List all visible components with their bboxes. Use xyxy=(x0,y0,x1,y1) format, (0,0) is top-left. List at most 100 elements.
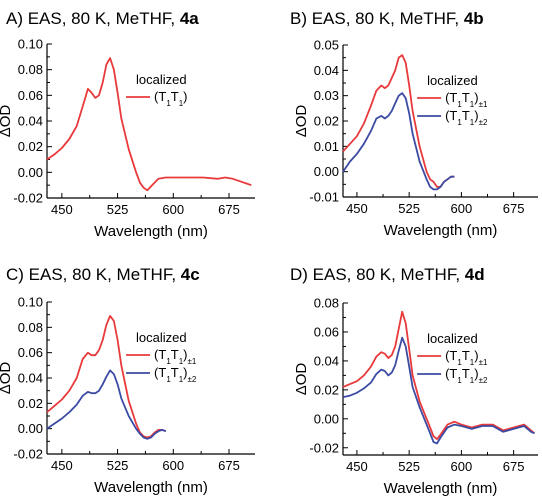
legend-entry-2: (T1T1)±2 xyxy=(445,366,488,385)
legend-title: localized xyxy=(136,72,187,87)
chart-panel-1: A) EAS, 80 K, MeTHF, 4a -0.02 0.00 0.02 0.04… xyxy=(0,9,255,240)
y-tick-label: -0.02 xyxy=(13,191,43,206)
y-tick-label: 0.06 xyxy=(314,324,339,339)
y-tick-label: 0.03 xyxy=(314,88,339,103)
legend-entry-1: (T1T1) xyxy=(154,89,187,108)
chart-title-compound: 4a xyxy=(180,9,199,28)
chart-title-text: A) EAS, 80 K, MeTHF, xyxy=(6,9,180,28)
y-tick-label: 0.01 xyxy=(314,139,339,154)
legend-label-part: 1 xyxy=(470,118,475,127)
chart-panel-3: C) EAS, 80 K, MeTHF, 4c -0.02 0.00 0.02 0.04… xyxy=(0,265,255,496)
x-tick-label: 675 xyxy=(503,459,525,474)
legend-label-part: 1 xyxy=(179,357,184,366)
chart-panel-2: B) EAS, 80 K, MeTHF, 4b -0.01 0.00 0.01 0.02… xyxy=(290,9,538,239)
x-tick-label: 450 xyxy=(346,201,368,216)
legend-label-part: T xyxy=(462,348,470,363)
legend-label-part: ±2 xyxy=(479,118,488,127)
chart-title-text: C) EAS, 80 K, MeTHF, xyxy=(6,265,181,284)
y-tick-label: 0.00 xyxy=(314,411,339,426)
y-tick-label: 0.02 xyxy=(18,139,43,154)
y-tick-label: 0.08 xyxy=(18,320,43,335)
legend-entry-1: (T1T1)±1 xyxy=(154,347,197,366)
y-tick-label: 0.08 xyxy=(18,62,43,77)
legend-label-part: ) xyxy=(183,365,187,380)
series-line-1 xyxy=(46,57,252,192)
x-tick-label: 675 xyxy=(503,201,525,216)
legend-label-part: (T xyxy=(154,347,166,362)
legend-label-part: ±1 xyxy=(479,358,488,367)
series-line-1 xyxy=(342,310,536,440)
chart-title: A) EAS, 80 K, MeTHF, 4a xyxy=(6,9,199,28)
legend-entry-2: (T1T1)±2 xyxy=(154,365,197,384)
legend-title: localized xyxy=(136,330,187,345)
legend-label-part: 1 xyxy=(457,118,462,127)
series-line-2 xyxy=(342,92,455,191)
legend-label-part: ) xyxy=(183,89,187,104)
x-tick-label: 600 xyxy=(451,459,473,474)
legend-label-part: 1 xyxy=(457,100,462,109)
x-axis-label: Wavelength (nm) xyxy=(94,479,208,496)
legend-label-part: T xyxy=(462,366,470,381)
legend-label-part: ±1 xyxy=(188,357,197,366)
legend-label-part: T xyxy=(462,108,470,123)
y-axis-label: ΔOD xyxy=(293,105,310,138)
y-tick-label: 0.06 xyxy=(18,88,43,103)
y-tick-label: 0.08 xyxy=(314,296,339,311)
x-axis-label: Wavelength (nm) xyxy=(384,480,498,497)
legend-label-part: T xyxy=(171,89,179,104)
legend-label-part: 1 xyxy=(166,99,171,108)
y-tick-label: 0.02 xyxy=(314,382,339,397)
legend-label-part: (T xyxy=(154,89,166,104)
legend-label-part: 1 xyxy=(457,376,462,385)
y-tick-label: 0.00 xyxy=(18,165,43,180)
legend-label-part: 1 xyxy=(166,375,171,384)
legend-label-part: ) xyxy=(474,366,478,381)
legend-label-part: (T xyxy=(445,90,457,105)
y-tick-label: 0.00 xyxy=(18,421,43,436)
legend-entry-2: (T1T1)±2 xyxy=(445,108,488,127)
x-tick-label: 600 xyxy=(451,201,473,216)
legend-entry-1: (T1T1)±1 xyxy=(445,90,488,109)
y-tick-label: 0.05 xyxy=(314,38,339,53)
legend-label-part: T xyxy=(171,347,179,362)
legend-label-part: ±2 xyxy=(188,375,197,384)
chart-panel-4: D) EAS, 80 K, MeTHF, 4d -0.02 0.00 0.02 0.04… xyxy=(290,265,538,497)
legend-label-part: ±1 xyxy=(479,100,488,109)
x-axis-label: Wavelength (nm) xyxy=(384,222,498,239)
y-axis-label: ΔOD xyxy=(0,362,14,395)
legend-label-part: T xyxy=(462,90,470,105)
y-axis-label: ΔOD xyxy=(293,363,310,396)
x-tick-label: 450 xyxy=(51,202,73,217)
legend-entry-1: (T1T1)±1 xyxy=(445,348,488,367)
x-tick-label: 450 xyxy=(346,459,368,474)
legend-label-part: 1 xyxy=(179,375,184,384)
x-tick-label: 525 xyxy=(107,202,129,217)
legend-label-part: ±2 xyxy=(479,376,488,385)
y-tick-label: -0.01 xyxy=(309,190,339,205)
y-tick-label: 0.04 xyxy=(18,371,43,386)
legend-label-part: (T xyxy=(154,365,166,380)
x-tick-label: 600 xyxy=(162,202,184,217)
chart-title: D) EAS, 80 K, MeTHF, 4d xyxy=(290,265,485,284)
y-tick-label: 0.02 xyxy=(18,396,43,411)
legend-title: localized xyxy=(427,73,478,88)
x-tick-label: 675 xyxy=(218,458,240,473)
legend-label-part: 1 xyxy=(179,99,184,108)
chart-title-compound: 4d xyxy=(465,265,485,284)
legend-label-part: ) xyxy=(474,90,478,105)
legend-label-part: (T xyxy=(445,366,457,381)
y-tick-label: 0.10 xyxy=(18,295,43,310)
x-axis-label: Wavelength (nm) xyxy=(94,223,208,240)
x-tick-label: 675 xyxy=(218,202,240,217)
chart-title: C) EAS, 80 K, MeTHF, 4c xyxy=(6,265,200,284)
y-tick-label: 0.00 xyxy=(314,164,339,179)
y-tick-label: 0.04 xyxy=(18,114,43,129)
chart-title-compound: 4c xyxy=(181,265,200,284)
legend-label-part: (T xyxy=(445,348,457,363)
x-tick-label: 450 xyxy=(51,458,73,473)
x-tick-label: 525 xyxy=(107,458,129,473)
legend-label-part: 1 xyxy=(470,358,475,367)
chart-title: B) EAS, 80 K, MeTHF, 4b xyxy=(290,9,484,28)
series-line-2 xyxy=(342,336,535,445)
